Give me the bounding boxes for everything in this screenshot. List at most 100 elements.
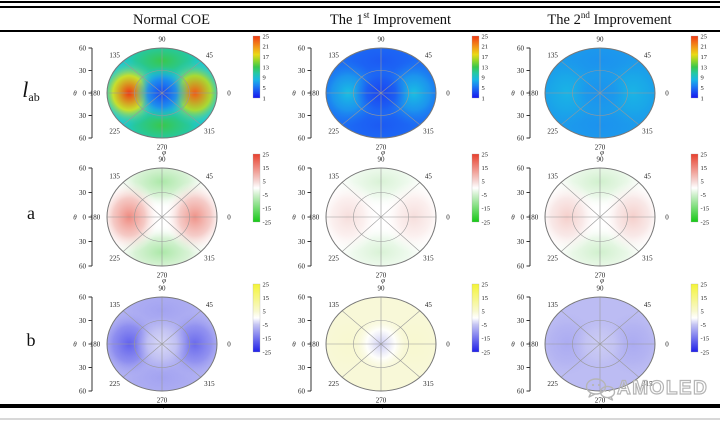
svg-text:60: 60	[79, 135, 87, 143]
polar-plot-a-first-improvement: 90 45 0 315 270 225 180 135 φ 60 30 0 30 60 θ 25 15 5 -5 -1…	[292, 151, 490, 284]
svg-text:-25: -25	[263, 349, 272, 356]
svg-text:θ: θ	[73, 90, 77, 98]
svg-text:φ: φ	[162, 277, 166, 285]
svg-text:-5: -5	[263, 322, 268, 329]
row-label-b: b	[27, 330, 36, 354]
svg-text:φ: φ	[600, 149, 604, 157]
svg-text:25: 25	[263, 151, 270, 158]
polar-plot-lab-first-improvement: 90 45 0 315 270 225 180 135 φ 60 30 0 30 60 θ 25 21 17 13 9…	[292, 33, 489, 156]
svg-text:φ: φ	[381, 277, 385, 285]
table-rule-bottom	[0, 404, 720, 408]
svg-text:13: 13	[701, 64, 708, 71]
svg-text:270: 270	[595, 397, 606, 405]
svg-text:60: 60	[79, 294, 87, 302]
polar-plot-b-second-improvement: 90450315270225180135φ603003060θ25155-5-1…	[511, 281, 710, 409]
svg-text:1: 1	[263, 95, 266, 102]
svg-text:60: 60	[517, 263, 525, 271]
svg-text:-15: -15	[701, 206, 710, 213]
svg-text:60: 60	[517, 388, 525, 396]
svg-text:17: 17	[482, 54, 489, 61]
svg-text:135: 135	[109, 172, 120, 180]
svg-text:90: 90	[378, 285, 386, 293]
header-text-post: Improvement	[589, 11, 672, 28]
svg-text:180: 180	[528, 90, 539, 98]
svg-text:45: 45	[206, 172, 214, 180]
svg-text:135: 135	[547, 301, 558, 309]
svg-text:21: 21	[263, 44, 270, 51]
svg-text:-15: -15	[701, 336, 710, 343]
svg-text:180: 180	[90, 214, 101, 222]
svg-text:15: 15	[701, 295, 708, 302]
svg-text:φ: φ	[381, 149, 385, 157]
svg-text:5: 5	[482, 309, 485, 316]
svg-text:5: 5	[701, 85, 704, 92]
polar-plot-a-second-improvement: 90 45 0 315 270 225 180 135 φ 60 30 0 30 60 θ 25 15 5 -5 -1…	[511, 151, 710, 284]
svg-text:φ: φ	[162, 149, 166, 157]
svg-text:270: 270	[376, 272, 387, 280]
svg-text:135: 135	[328, 172, 339, 180]
svg-text:90: 90	[597, 156, 605, 164]
row-label-main: a	[27, 202, 35, 223]
row-label-main: b	[26, 329, 36, 350]
svg-text:25: 25	[701, 281, 708, 288]
svg-text:60: 60	[517, 165, 525, 173]
svg-text:0: 0	[83, 214, 87, 222]
svg-text:180: 180	[309, 341, 320, 349]
svg-text:0: 0	[302, 214, 306, 222]
svg-text:135: 135	[328, 301, 339, 309]
svg-text:θ: θ	[511, 214, 515, 222]
header-sup: st	[363, 9, 370, 20]
svg-text:180: 180	[309, 214, 320, 222]
svg-text:315: 315	[204, 380, 215, 388]
svg-text:60: 60	[79, 45, 87, 53]
svg-text:270: 270	[376, 397, 387, 405]
svg-text:30: 30	[79, 112, 87, 120]
svg-text:45: 45	[644, 301, 652, 309]
svg-text:30: 30	[79, 238, 87, 246]
svg-text:135: 135	[109, 51, 120, 59]
svg-text:-5: -5	[701, 192, 706, 199]
svg-text:9: 9	[701, 75, 704, 82]
svg-text:30: 30	[79, 67, 87, 75]
header-sup: nd	[580, 9, 590, 20]
svg-text:225: 225	[328, 255, 339, 263]
polar-plot-lab-normal-coe: 90 45 0 315 270 225 180 135 φ 60 30 0 30 60 θ 25 21 17 13 9…	[73, 33, 270, 156]
svg-text:90: 90	[378, 36, 386, 44]
row-label-main: l	[22, 76, 29, 102]
svg-text:225: 225	[109, 380, 120, 388]
svg-text:17: 17	[701, 54, 708, 61]
svg-text:0: 0	[83, 90, 87, 98]
svg-text:5: 5	[701, 309, 704, 316]
svg-text:0: 0	[302, 341, 306, 349]
svg-text:0: 0	[227, 90, 231, 98]
svg-text:15: 15	[263, 165, 270, 172]
svg-text:θ: θ	[292, 90, 296, 98]
svg-text:13: 13	[482, 64, 489, 71]
svg-text:60: 60	[298, 135, 306, 143]
page-edge-line	[0, 418, 720, 420]
svg-text:θ: θ	[511, 90, 515, 98]
svg-text:225: 225	[547, 255, 558, 263]
svg-text:30: 30	[298, 67, 306, 75]
header-row: Normal COE The 1st Improvement The 2nd I…	[0, 8, 720, 30]
svg-text:270: 270	[157, 272, 168, 280]
svg-text:60: 60	[517, 294, 525, 302]
svg-text:0: 0	[446, 341, 450, 349]
svg-text:0: 0	[446, 214, 450, 222]
svg-text:25: 25	[263, 281, 270, 288]
svg-text:60: 60	[79, 165, 87, 173]
svg-text:5: 5	[482, 179, 485, 186]
svg-text:60: 60	[298, 388, 306, 396]
svg-text:25: 25	[482, 281, 489, 288]
svg-text:30: 30	[79, 317, 87, 325]
svg-text:-25: -25	[482, 349, 491, 356]
svg-text:15: 15	[482, 295, 489, 302]
svg-text:90: 90	[159, 156, 167, 164]
svg-text:0: 0	[665, 341, 669, 349]
svg-text:-25: -25	[701, 219, 710, 226]
svg-text:315: 315	[204, 255, 215, 263]
svg-text:θ: θ	[292, 341, 296, 349]
row-lab: lab 90 45 0 315 270 225 180 135 φ 60 30 0 30 60 θ 25 21 1…	[0, 32, 720, 156]
svg-text:-25: -25	[701, 349, 710, 356]
